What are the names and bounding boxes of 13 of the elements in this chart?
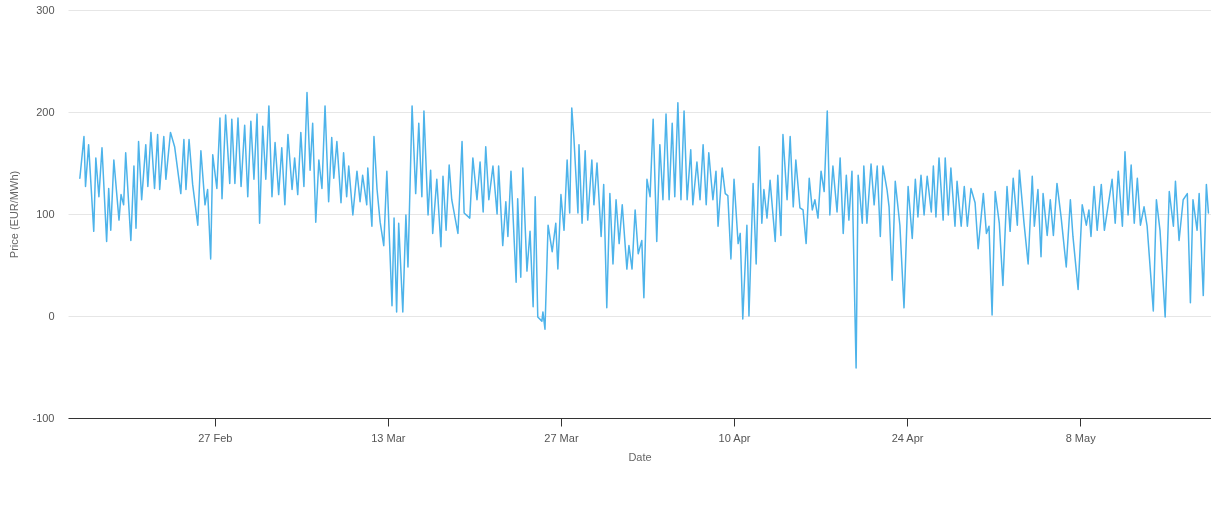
y-tick-label: 100 — [36, 207, 55, 220]
y-tick-label: 0 — [48, 309, 55, 322]
x-tick-label: 24 Apr — [891, 431, 924, 444]
y-tick-label: 200 — [36, 105, 55, 118]
x-tick-label: 10 Apr — [718, 431, 751, 444]
x-axis-title: Date — [628, 450, 652, 463]
y-axis-title: Price (EUR/MWh) — [8, 170, 21, 259]
x-tick-label: 27 Feb — [198, 431, 233, 444]
x-tick-label: 27 Mar — [544, 431, 579, 444]
y-tick-label: 300 — [36, 3, 55, 16]
x-tick-label: 13 Mar — [371, 431, 406, 444]
x-tick-label: 8 May — [1065, 431, 1097, 444]
y-tick-label: -100 — [32, 411, 55, 424]
